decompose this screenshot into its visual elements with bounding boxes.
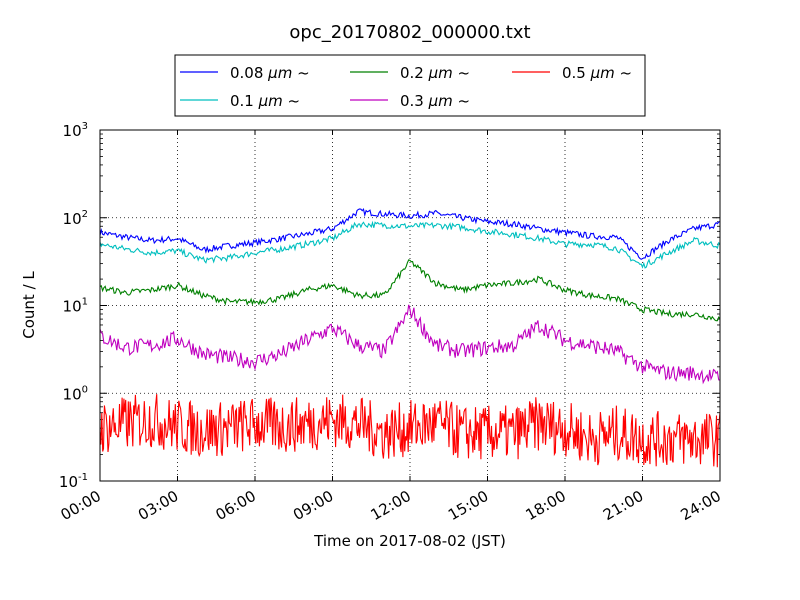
legend-label: 0.3 μm ~ [400, 92, 470, 110]
legend-box [174, 54, 646, 117]
y-tick-label: 101 [63, 297, 88, 316]
legend-label: 0.08 μm ~ [230, 64, 310, 82]
series-line [99, 394, 721, 468]
series-line [99, 259, 721, 322]
series-line [99, 208, 721, 260]
y-tick-label: 100 [63, 384, 88, 403]
legend-label: 0.5 μm ~ [562, 64, 632, 82]
series-line [99, 304, 721, 385]
chart-title: opc_20170802_000000.txt [289, 22, 530, 43]
legend-label: 0.1 μm ~ [230, 92, 300, 110]
series-line [99, 220, 721, 269]
x-axis-label: Time on 2017-08-02 (JST) [313, 532, 506, 550]
y-tick-label: 103 [63, 121, 88, 140]
y-tick-label: 102 [63, 209, 88, 228]
legend: 0.08 μm ~ 0.1 μm ~ 0.2 μm ~ 0.3 μm ~ 0.5 μm … [174, 54, 646, 117]
y-axis-label: Count / L [20, 271, 38, 339]
legend-label: 0.2 μm ~ [400, 64, 470, 82]
y-tick-label: 10-1 [59, 472, 88, 491]
